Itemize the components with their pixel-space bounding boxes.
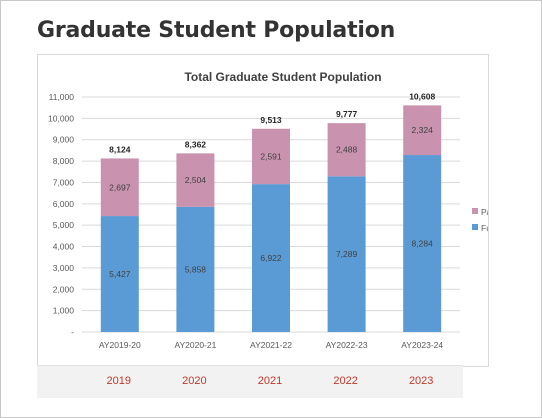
x-tick-label: AY2020-21 (174, 340, 216, 350)
bar-part-time (100, 158, 139, 217)
y-tick-label: 1,000 (53, 306, 75, 316)
bar-value-label: 6,922 (260, 253, 282, 263)
bar-part-time (403, 105, 442, 156)
y-tick-label: 4,000 (53, 242, 75, 252)
bar-total-label: 8,124 (109, 144, 131, 154)
y-tick-label: 9,000 (53, 135, 75, 145)
y-tick-label: 5,000 (53, 220, 75, 230)
bar-value-label: 2,591 (260, 151, 282, 161)
bar-part-time (176, 153, 215, 207)
bar-full-time (176, 206, 215, 332)
bar-value-label: 2,697 (109, 182, 131, 192)
bar-part-time (252, 128, 290, 185)
bar-value-label: 2,488 (336, 145, 358, 155)
y-tick-label: 10,000 (48, 113, 74, 123)
y-tick-label: 2,000 (53, 284, 75, 294)
x-tick-label: AY2021-22 (250, 340, 292, 350)
y-tick-label: 6,000 (53, 199, 75, 209)
year-label: 2019 (106, 375, 132, 387)
year-label: 2020 (182, 375, 207, 387)
bar-value-label: 2,324 (412, 125, 434, 135)
bar-value-label: 7,289 (336, 249, 358, 259)
y-tick-label: 8,000 (53, 156, 75, 166)
y-tick-label: 3,000 (53, 263, 75, 273)
stacked-bar-chart: Total Graduate Student Population - 1,000 2… (48, 70, 488, 350)
legend-swatch-full-time (472, 224, 478, 230)
year-label: 2023 (408, 375, 434, 387)
y-tick-label: 7,000 (53, 177, 75, 187)
bar-total-label: 8,362 (185, 139, 207, 149)
bar-total-label: 9,513 (260, 115, 282, 125)
y-tick-label: - (71, 327, 74, 337)
chart-container: Total Graduate Student Population - 1,000 2… (37, 54, 489, 367)
legend-label: Part-time (481, 207, 488, 217)
legend-label: Full-time (481, 223, 488, 233)
bar-total-label: 10,608 (409, 91, 435, 101)
y-tick-label: 11,000 (49, 92, 75, 102)
bar-value-label: 5,858 (185, 264, 207, 274)
bar-total-label: 9,777 (336, 109, 358, 119)
bar-value-label: 5,427 (109, 269, 131, 279)
page-title: Graduate Student Population (37, 18, 396, 43)
x-tick-label: AY2022-23 (326, 340, 368, 350)
bar-full-time (327, 176, 366, 332)
x-tick-label: AY2023-24 (401, 340, 443, 350)
bar-full-time (252, 184, 290, 332)
bar-value-label: 2,504 (185, 175, 207, 185)
bar-value-label: 8,284 (412, 239, 434, 249)
bar-full-time (100, 216, 139, 332)
year-label: 2022 (333, 375, 358, 387)
bar-full-time (403, 155, 442, 332)
bar-part-time (327, 123, 366, 177)
legend-swatch-part-time (472, 208, 478, 214)
chart-title: Total Graduate Student Population (184, 70, 381, 84)
year-label: 2021 (257, 375, 283, 387)
year-strip: 2019 2020 2021 2022 2023 (37, 365, 463, 398)
x-tick-label: AY2019-20 (99, 340, 141, 350)
